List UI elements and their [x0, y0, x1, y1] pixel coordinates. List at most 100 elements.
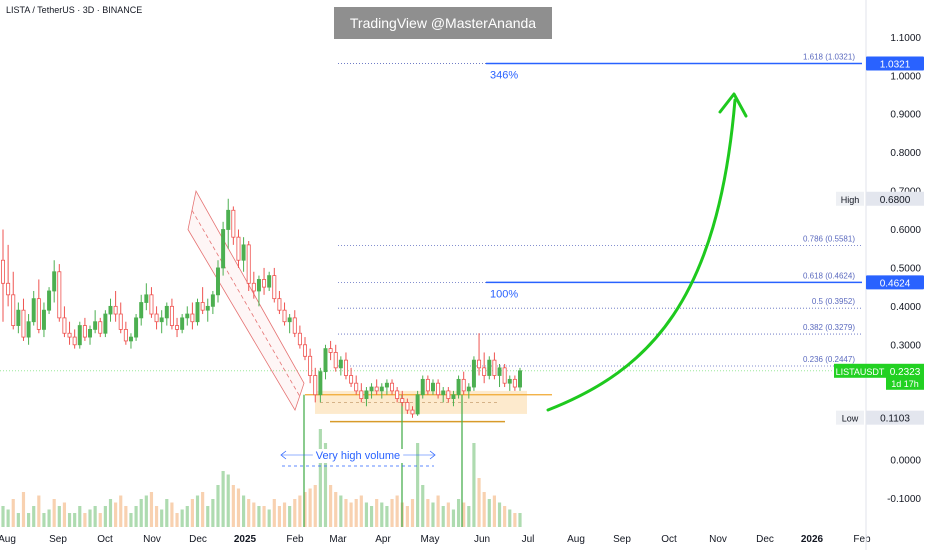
volume-bar — [354, 499, 358, 527]
candle-body — [379, 386, 384, 392]
volume-bar — [195, 495, 200, 527]
volume-bar — [477, 478, 481, 527]
current-price-label: 0.2323 — [890, 367, 921, 378]
volume-bar — [231, 485, 235, 527]
volume-bar — [221, 471, 225, 527]
candle-body — [67, 332, 72, 338]
candle-body — [241, 244, 246, 261]
volume-bar — [323, 443, 328, 527]
volume-bar — [226, 474, 230, 527]
volume-bar — [16, 513, 20, 527]
x-tick-label: Nov — [143, 534, 161, 545]
fib-label: 1.618 (1.0321) — [803, 52, 855, 61]
candle-body — [154, 313, 159, 323]
candle-body — [497, 367, 502, 376]
candle-body — [72, 336, 77, 346]
price-tag-name: High — [841, 195, 860, 205]
candle-body — [31, 298, 36, 323]
candle-body — [323, 348, 328, 373]
watermark: TradingView @MasterAnanda — [334, 7, 552, 39]
candle-body — [436, 382, 441, 396]
price-tag-badge — [836, 410, 864, 425]
candle-body — [287, 317, 292, 323]
candle-body — [405, 402, 410, 411]
price-tag — [866, 56, 924, 71]
volume-bar — [165, 499, 169, 527]
channel-mid — [191, 210, 301, 397]
candle-body — [374, 386, 379, 392]
volume-bar — [431, 502, 435, 527]
volume-bars — [1, 394, 522, 527]
candle-body — [354, 382, 359, 392]
volume-bar — [272, 499, 276, 527]
y-tick-label: 0.5000 — [890, 263, 921, 274]
volume-bar — [390, 499, 394, 527]
current-price-tag — [886, 363, 924, 390]
volume-bar — [139, 499, 143, 527]
candle-body — [384, 382, 389, 388]
volume-bar — [426, 499, 430, 527]
candle-body — [502, 367, 507, 384]
candle-body — [318, 371, 323, 396]
volume-bar — [257, 506, 261, 527]
candle-body — [456, 378, 461, 396]
volume-bar — [57, 506, 61, 527]
candle-body — [343, 359, 348, 376]
volume-bar — [93, 506, 97, 527]
volume-bar — [62, 502, 67, 527]
volume-note: Very high volume — [316, 450, 400, 462]
volume-bar — [385, 506, 389, 527]
candle-body — [338, 359, 343, 369]
candle-body — [98, 321, 103, 334]
candle-body — [471, 359, 476, 388]
candle-body — [200, 302, 205, 311]
fib-label: 0.5 (0.3952) — [812, 297, 855, 306]
candle-body — [195, 302, 200, 323]
candle-body — [256, 279, 261, 292]
candle-body — [185, 313, 190, 319]
volume-bar — [119, 495, 123, 527]
candle-body — [93, 321, 98, 330]
candle-body — [16, 309, 21, 326]
candle-body — [236, 236, 241, 261]
volume-bar — [175, 513, 179, 527]
x-tick-label: 2025 — [234, 534, 257, 545]
current-price-countdown: 1d 17h — [891, 379, 919, 389]
candle-body — [461, 378, 466, 392]
x-tick-label: Aug — [567, 534, 585, 545]
candle-body — [267, 275, 272, 288]
candle-body — [466, 386, 471, 392]
volume-bar — [508, 509, 512, 527]
candle-body — [390, 382, 395, 392]
candle-body — [415, 394, 420, 415]
volume-bar — [282, 502, 287, 527]
volume-bar — [369, 506, 374, 527]
candle-body — [11, 294, 16, 326]
candles — [1, 198, 522, 418]
x-tick-label: Jul — [522, 534, 535, 545]
candle-body — [128, 336, 133, 342]
volume-bar — [180, 509, 184, 527]
candle-body — [144, 294, 149, 303]
x-tick-label: Dec — [189, 534, 207, 545]
candle-body — [349, 375, 354, 384]
target-arrow — [546, 98, 737, 412]
candle-body — [441, 390, 446, 396]
x-tick-label: Apr — [375, 534, 391, 545]
volume-arrow-right — [429, 450, 436, 460]
candle-body — [149, 294, 154, 315]
volume-bar — [329, 485, 333, 527]
volume-bar — [114, 502, 118, 527]
price-tag-badge — [836, 191, 864, 206]
candle-body — [395, 390, 400, 399]
candle-body — [221, 229, 226, 269]
volume-bar — [247, 499, 251, 527]
candle-body — [487, 359, 492, 376]
volume-bar — [185, 506, 189, 527]
x-tick-label: Mar — [329, 534, 347, 545]
candle-body — [47, 290, 52, 311]
y-tick-label: 0.0000 — [890, 456, 921, 467]
volume-bar — [482, 492, 486, 527]
volume-bar — [1, 506, 5, 527]
